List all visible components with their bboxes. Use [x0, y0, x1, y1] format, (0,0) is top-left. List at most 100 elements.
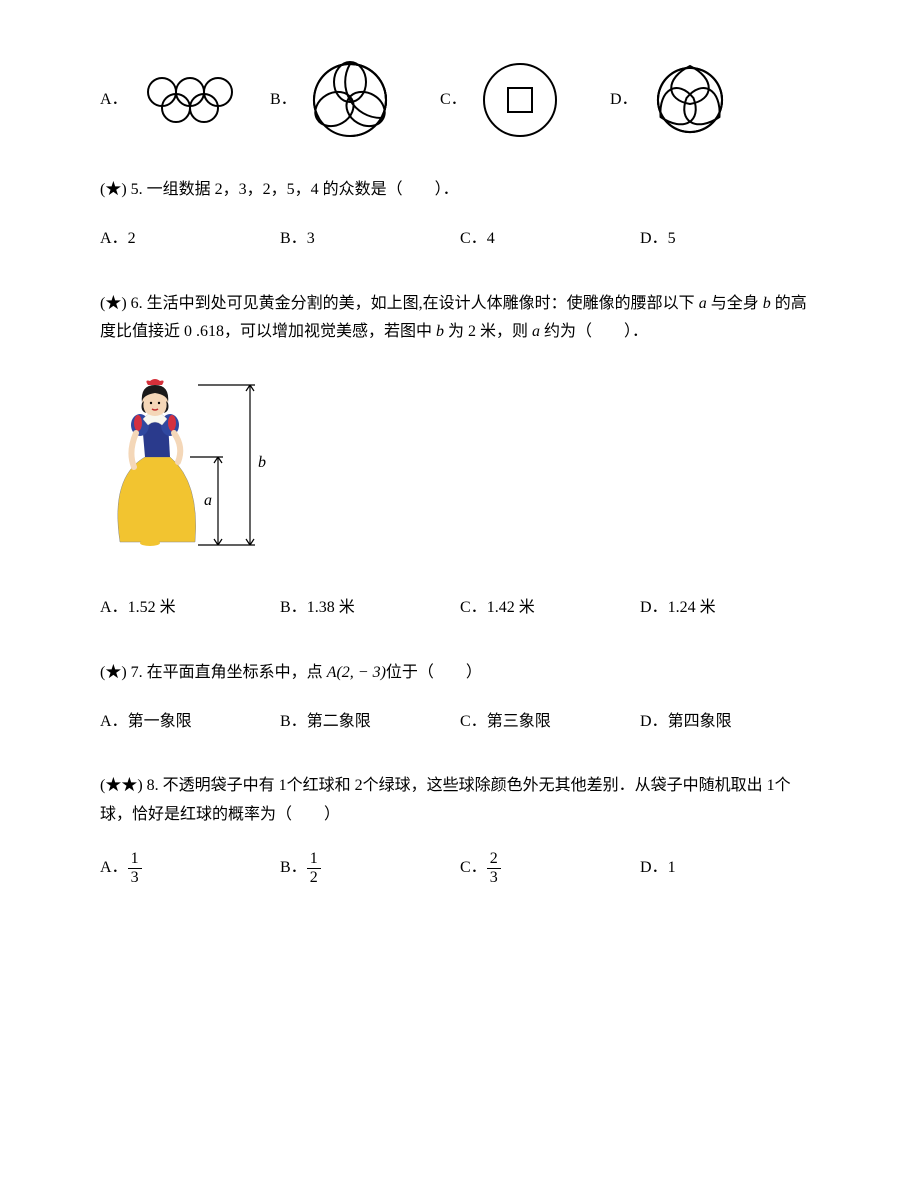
q5-opt-a: A．2 [100, 225, 280, 254]
q5-c-label: C． [460, 225, 487, 254]
q8-c-num: 2 [487, 850, 501, 869]
q7-c-val: 第三象限 [487, 708, 551, 737]
q8-d-label: D． [640, 854, 668, 883]
q7-opt-b: B．第二象限 [280, 708, 460, 737]
q8-b-label: B． [280, 854, 307, 883]
q8-b-den: 2 [307, 869, 321, 887]
q8-text: (★★) 8. 不透明袋子中有 1个红球和 2个绿球，这些球除颜色外无其他差别．… [100, 772, 820, 830]
q8-body: 不透明袋子中有 1个红球和 2个绿球，这些球除颜色外无其他差别．从袋子中随机取出… [100, 777, 791, 823]
q4-opt-c-figure [480, 60, 610, 140]
q6-a: a [699, 295, 707, 312]
q4-opt-a-label: A． [100, 86, 140, 115]
q5-opt-c: C．4 [460, 225, 640, 254]
q4-opt-b-figure [310, 60, 440, 140]
q7-b-label: B． [280, 708, 307, 737]
q7-t2: 位于（ ） [386, 664, 482, 681]
q6-d-label: D． [640, 594, 668, 623]
q6-a-label: A． [100, 594, 128, 623]
opt-label-c: C． [440, 86, 467, 115]
coin-icon [480, 60, 560, 140]
q5-opt-d: D．5 [640, 225, 820, 254]
q6-b: b [763, 295, 771, 312]
q8-a-frac: 13 [128, 850, 142, 886]
q7-opt-c: C．第三象限 [460, 708, 640, 737]
q6-figure: b a [100, 367, 820, 558]
fig-label-b: b [258, 454, 266, 471]
q7-opt-a: A．第一象限 [100, 708, 280, 737]
q8-a-num: 1 [128, 850, 142, 869]
q6-opt-d: D．1.24 米 [640, 594, 820, 623]
q5-c-val: 4 [487, 225, 495, 254]
q8-c-den: 3 [487, 869, 501, 887]
q7-d-label: D． [640, 708, 668, 737]
q8-a-den: 3 [128, 869, 142, 887]
q6-b-label: B． [280, 594, 307, 623]
q6-opt-c: C．1.42 米 [460, 594, 640, 623]
question-5: (★) 5. 一组数据 2，3，2，5，4 的众数是（ ）． A．2 B．3 C… [100, 176, 820, 254]
q5-a-label: A． [100, 225, 128, 254]
fig-label-a: a [204, 492, 212, 509]
q5-text: (★) 5. 一组数据 2，3，2，5，4 的众数是（ ）． [100, 176, 820, 205]
question-4-options: A． B． [100, 60, 820, 140]
q4-opt-a-figure [140, 70, 270, 130]
q6-c-val: 1.42 米 [487, 594, 535, 623]
q8-b-num: 1 [307, 850, 321, 869]
q7-b-val: 第二象限 [307, 708, 371, 737]
q8-opt-c: C． 23 [460, 850, 640, 886]
question-8: (★★) 8. 不透明袋子中有 1个红球和 2个绿球，这些球除颜色外无其他差别．… [100, 772, 820, 886]
q8-opt-a: A． 13 [100, 850, 280, 886]
q8-opt-b: B． 12 [280, 850, 460, 886]
q5-prefix: (★) 5. [100, 181, 147, 198]
three-petal-circle-icon [310, 60, 390, 140]
q8-d-val: 1 [668, 854, 676, 883]
q6-text: (★) 6. 生活中到处可见黄金分割的美，如上图,在设计人体雕像时：使雕像的腰部… [100, 290, 820, 348]
q7-a-label: A． [100, 708, 128, 737]
q8-opt-d: D．1 [640, 854, 820, 883]
q4-opt-d-label: D． [610, 86, 650, 115]
q6-t1: 生活中到处可见黄金分割的美，如上图,在设计人体雕像时：使雕像的腰部以下 [147, 295, 699, 312]
triquetra-icon [650, 60, 730, 140]
q4-opt-d-figure [650, 60, 780, 140]
question-7: (★) 7. 在平面直角坐标系中，点 A(2, − 3)位于（ ） A．第一象限… [100, 659, 820, 737]
q5-d-val: 5 [668, 225, 676, 254]
q7-text: (★) 7. 在平面直角坐标系中，点 A(2, − 3)位于（ ） [100, 659, 820, 688]
q5-d-label: D． [640, 225, 668, 254]
q6-opt-a: A．1.52 米 [100, 594, 280, 623]
q6-a-val: 1.52 米 [128, 594, 176, 623]
q8-c-frac: 23 [487, 850, 501, 886]
q5-opt-b: B．3 [280, 225, 460, 254]
q6-t2: 与全身 [707, 295, 763, 312]
q6-t5: 约为（ ）． [540, 323, 648, 340]
question-6: (★) 6. 生活中到处可见黄金分割的美，如上图,在设计人体雕像时：使雕像的腰部… [100, 290, 820, 623]
q6-prefix: (★) 6. [100, 295, 147, 312]
q5-a-val: 2 [128, 225, 136, 254]
q7-point: A(2, − 3) [327, 664, 386, 681]
opt-label-b: B． [270, 86, 297, 115]
q7-prefix: (★) 7. [100, 664, 147, 681]
q7-d-val: 第四象限 [668, 708, 732, 737]
q6-b-val: 1.38 米 [307, 594, 355, 623]
q7-opt-d: D．第四象限 [640, 708, 820, 737]
q4-opt-b-label: B． [270, 86, 310, 115]
q6-opt-b: B．1.38 米 [280, 594, 460, 623]
q5-b-label: B． [280, 225, 307, 254]
q7-a-val: 第一象限 [128, 708, 192, 737]
q8-prefix: (★★) 8. [100, 777, 163, 794]
snow-white-diagram-icon: b a [100, 367, 270, 547]
q6-b2: b [436, 323, 444, 340]
q4-opt-c-label: C． [440, 86, 480, 115]
q6-d-val: 1.24 米 [668, 594, 716, 623]
q6-c-label: C． [460, 594, 487, 623]
q8-b-frac: 12 [307, 850, 321, 886]
opt-label-d: D． [610, 86, 638, 115]
q7-c-label: C． [460, 708, 487, 737]
opt-label-a: A． [100, 86, 128, 115]
q8-a-label: A． [100, 854, 128, 883]
olympic-rings-icon [140, 70, 240, 130]
q8-c-label: C． [460, 854, 487, 883]
q7-t1: 在平面直角坐标系中，点 [147, 664, 327, 681]
q5-body: 一组数据 2，3，2，5，4 的众数是（ ）． [147, 181, 459, 198]
q6-t4: 为 2 米，则 [444, 323, 532, 340]
q6-a2: a [532, 323, 540, 340]
q5-b-val: 3 [307, 225, 315, 254]
